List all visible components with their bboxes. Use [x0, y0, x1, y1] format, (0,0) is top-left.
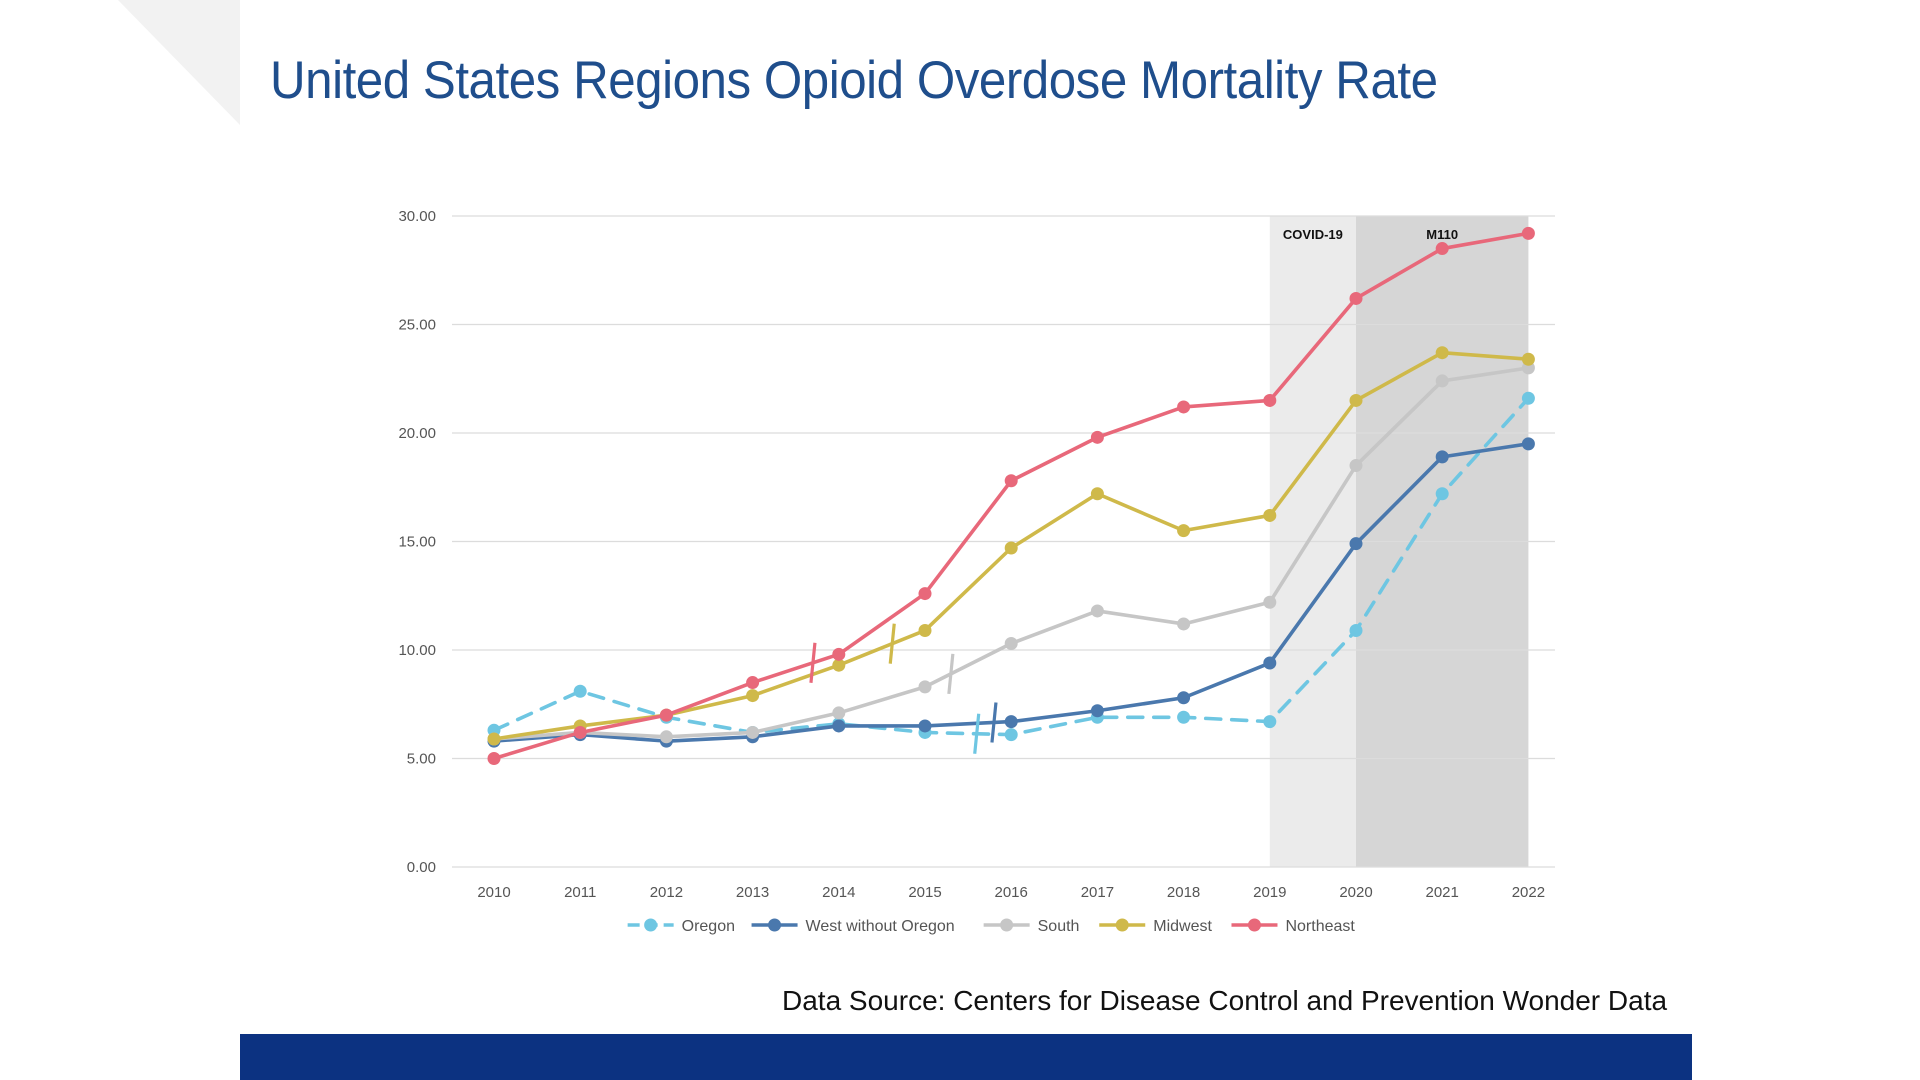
data-point-south: [832, 706, 846, 720]
legend-marker-west-without-oregon: [768, 918, 782, 932]
legend-marker-south: [1000, 918, 1014, 932]
data-point-south: [1177, 617, 1191, 631]
data-point-oregon: [1435, 487, 1449, 501]
data-point-west-without-oregon: [918, 719, 932, 733]
data-point-west-without-oregon: [1521, 437, 1535, 451]
data-point-oregon: [1521, 391, 1535, 405]
data-point-midwest: [1004, 541, 1018, 555]
data-point-northeast: [832, 647, 846, 661]
data-point-midwest: [1090, 487, 1104, 501]
legend-label-oregon: Oregon: [682, 918, 735, 935]
shaded-region-label: COVID-19: [1283, 227, 1343, 242]
data-point-northeast: [1090, 430, 1104, 444]
y-tick-label: 30.00: [398, 208, 436, 225]
legend-marker-midwest: [1115, 918, 1129, 932]
data-point-west-without-oregon: [1090, 704, 1104, 718]
x-tick-label: 2021: [1426, 884, 1459, 901]
data-point-west-without-oregon: [1349, 537, 1363, 551]
x-tick-label: 2013: [736, 884, 769, 901]
data-point-west-without-oregon: [1435, 450, 1449, 464]
data-point-south: [1435, 374, 1449, 388]
legend-marker-northeast: [1247, 918, 1261, 932]
data-point-west-without-oregon: [832, 719, 846, 733]
data-point-northeast: [1435, 242, 1449, 256]
x-tick-label: 2014: [822, 884, 855, 901]
x-tick-label: 2019: [1253, 884, 1286, 901]
legend-marker-oregon: [644, 918, 658, 932]
data-point-northeast: [918, 587, 932, 601]
data-point-northeast: [1004, 474, 1018, 488]
data-point-south: [659, 730, 673, 744]
page-title: United States Regions Opioid Overdose Mo…: [270, 51, 1438, 110]
break-mark: [947, 653, 955, 695]
footer-bar: [240, 1034, 1692, 1080]
legend-label-midwest: Midwest: [1153, 918, 1212, 935]
data-point-south: [1004, 636, 1018, 650]
data-point-northeast: [1521, 226, 1535, 240]
x-tick-label: 2020: [1339, 884, 1372, 901]
data-point-south: [918, 680, 932, 694]
data-point-south: [1090, 604, 1104, 618]
legend-label-west-without-oregon: West without Oregon: [806, 918, 955, 935]
data-source-note: Data Source: Centers for Disease Control…: [782, 985, 1668, 1016]
data-point-northeast: [487, 752, 501, 765]
data-point-midwest: [1349, 393, 1363, 407]
data-point-northeast: [746, 676, 760, 690]
data-point-northeast: [659, 708, 673, 722]
break-mark: [973, 713, 981, 754]
x-tick-label: 2015: [908, 884, 941, 901]
x-tick-label: 2016: [995, 884, 1028, 901]
x-tick-label: 2022: [1512, 884, 1545, 901]
legend-label-south: South: [1038, 918, 1080, 935]
break-mark: [990, 702, 998, 743]
data-point-west-without-oregon: [1004, 715, 1018, 729]
data-point-midwest: [1435, 346, 1449, 360]
data-point-midwest: [918, 623, 932, 637]
y-tick-label: 10.00: [398, 642, 436, 659]
data-point-west-without-oregon: [1263, 656, 1277, 670]
x-tick-label: 2012: [650, 884, 683, 901]
data-point-oregon: [1349, 623, 1363, 637]
data-point-oregon: [1004, 728, 1018, 742]
corner-decoration: [118, 0, 240, 125]
y-tick-label: 0.00: [407, 859, 436, 876]
legend-label-northeast: Northeast: [1285, 918, 1355, 935]
data-point-south: [1263, 595, 1277, 609]
y-tick-label: 20.00: [398, 425, 436, 442]
shaded-region-label: M110: [1426, 227, 1458, 242]
break-mark: [809, 642, 817, 683]
data-point-oregon: [1263, 715, 1277, 729]
x-tick-label: 2010: [477, 884, 510, 901]
data-point-oregon: [1177, 710, 1191, 724]
data-point-midwest: [746, 689, 760, 703]
x-tick-label: 2018: [1167, 884, 1200, 901]
data-point-midwest: [832, 658, 846, 672]
data-point-northeast: [573, 725, 587, 739]
data-point-northeast: [1263, 393, 1277, 407]
data-point-northeast: [1177, 400, 1191, 414]
data-point-south: [746, 725, 760, 739]
data-point-midwest: [1521, 352, 1535, 366]
y-tick-label: 5.00: [407, 751, 436, 768]
data-point-midwest: [1177, 524, 1191, 538]
data-point-midwest: [1263, 508, 1277, 522]
data-point-south: [1349, 459, 1363, 473]
data-point-oregon: [573, 684, 587, 698]
y-tick-label: 15.00: [398, 534, 436, 551]
x-tick-label: 2017: [1081, 884, 1114, 901]
data-point-west-without-oregon: [1177, 691, 1191, 705]
data-point-northeast: [1349, 291, 1363, 305]
y-tick-label: 25.00: [398, 317, 436, 334]
data-point-midwest: [487, 732, 501, 746]
break-mark: [888, 623, 896, 664]
x-tick-label: 2011: [564, 884, 596, 901]
